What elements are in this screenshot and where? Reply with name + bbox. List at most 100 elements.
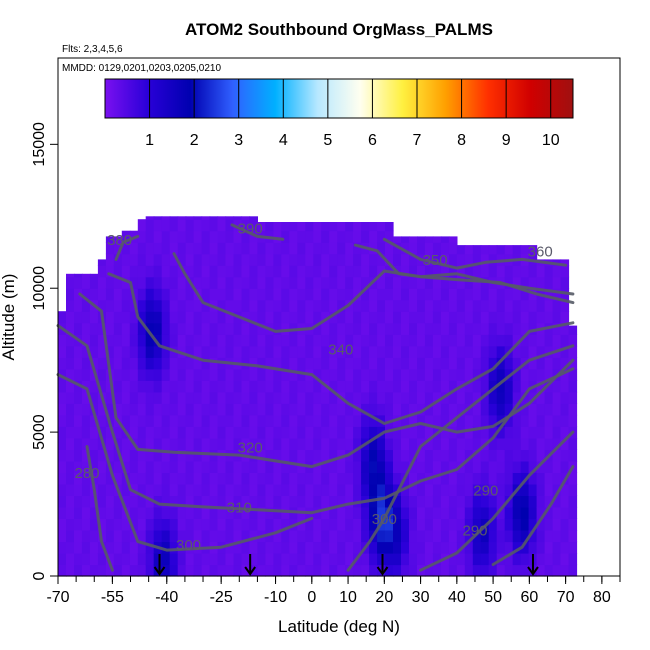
heatmap-cell-1262 <box>385 472 394 485</box>
heatmap-cell-1499 <box>448 518 458 531</box>
heatmap-cell-448 <box>177 449 187 462</box>
heatmap-cell-1243 <box>377 334 386 347</box>
heatmap-cell-288 <box>137 460 147 473</box>
heatmap-cell-1352 <box>409 483 418 496</box>
heatmap-cell-266 <box>129 368 139 381</box>
heatmap-cell-795 <box>265 495 274 508</box>
heatmap-cell-1465 <box>440 564 450 577</box>
heatmap-cell-1073 <box>337 506 346 519</box>
heatmap-cell-1314 <box>393 236 402 243</box>
heatmap-cell-406 <box>169 564 179 577</box>
heatmap-cell-147 <box>97 380 107 393</box>
heatmap-cell-727 <box>249 553 258 566</box>
heatmap-cell-458 <box>177 334 187 347</box>
heatmap-cell-62 <box>74 426 83 439</box>
heatmap-cell-1827 <box>536 426 546 439</box>
heatmap-cell-541 <box>201 483 211 496</box>
heatmap-cell-1079 <box>337 437 346 450</box>
heatmap-cell-198 <box>113 460 123 473</box>
heatmap-cell-1019 <box>321 414 330 427</box>
heatmap-cell-179 <box>105 334 115 347</box>
heatmap-cell-507 <box>193 506 203 519</box>
heatmap-cell-725 <box>241 216 251 220</box>
heatmap-cell-1608 <box>472 276 482 289</box>
heatmap-cell-855 <box>281 518 290 531</box>
heatmap-cell-881 <box>281 222 290 232</box>
heatmap-cell-592 <box>209 265 219 278</box>
heatmap-cell-1229 <box>377 495 386 508</box>
heatmap-cell-1922 <box>560 299 570 312</box>
heatmap-cell-1780 <box>520 299 530 312</box>
heatmap-cell-1418 <box>424 414 434 427</box>
heatmap-cell-1357 <box>409 426 418 439</box>
heatmap-cell-362 <box>153 334 163 347</box>
x-tick-label-1: -55 <box>101 589 124 606</box>
y-axis-label: Altitude (m) <box>0 274 18 361</box>
heatmap-cell-1360 <box>409 391 418 404</box>
heatmap-cell-1401 <box>417 265 426 278</box>
heatmap-cell-1847 <box>544 518 554 531</box>
heatmap-cell-1036 <box>321 222 330 232</box>
heatmap-cell-53 <box>74 530 83 543</box>
heatmap-cell-484 <box>185 403 195 416</box>
heatmap-cell-1202 <box>369 449 378 462</box>
heatmap-cell-626 <box>217 242 227 255</box>
heatmap-cell-805 <box>265 380 274 393</box>
heatmap-cell-47 <box>66 288 75 301</box>
heatmap-cell-567 <box>209 553 219 566</box>
heatmap-cell-970 <box>305 265 314 278</box>
heatmap-cell-1854 <box>544 437 554 450</box>
heatmap-cell-322 <box>145 426 155 439</box>
heatmap-cell-1021 <box>321 391 330 404</box>
contour-label-0: 280 <box>74 465 99 482</box>
heatmap-cell-1340 <box>401 276 410 289</box>
heatmap-cell-506 <box>193 518 203 531</box>
heatmap-cell-1656 <box>488 391 498 404</box>
heatmap-cell-383 <box>161 460 171 473</box>
heatmap-cell-1404 <box>417 236 426 243</box>
heatmap-cell-1798 <box>528 426 538 439</box>
heatmap-cell-582 <box>209 380 219 393</box>
heatmap-cell-778 <box>257 334 266 347</box>
heatmap-cell-777 <box>257 345 266 358</box>
heatmap-cell-1134 <box>353 518 362 531</box>
heatmap-cell-500 <box>185 219 195 232</box>
heatmap-cell-313 <box>145 530 155 543</box>
heatmap-cell-644 <box>225 403 235 416</box>
heatmap-cell-558 <box>201 288 211 301</box>
heatmap-cell-950 <box>305 495 314 508</box>
heatmap-cell-165 <box>105 495 115 508</box>
heatmap-cell-876 <box>281 276 290 289</box>
heatmap-cell-171 <box>105 426 115 439</box>
heatmap-cell-214 <box>113 276 123 289</box>
heatmap-cell-230 <box>121 437 131 450</box>
heatmap-cell-1098 <box>337 222 346 232</box>
heatmap-cell-1249 <box>377 265 386 278</box>
heatmap-cell-3 <box>58 530 67 543</box>
heatmap-cell-871 <box>281 334 290 347</box>
heatmap-cell-1944 <box>568 368 578 381</box>
heatmap-cell-1717 <box>504 357 514 370</box>
heatmap-cell-251 <box>129 541 139 554</box>
heatmap-cell-1840 <box>536 276 546 289</box>
heatmap-cell-677 <box>233 391 243 404</box>
heatmap-cell-1920 <box>560 322 570 335</box>
heatmap-cell-1826 <box>536 437 546 450</box>
heatmap-cell-1879 <box>552 472 562 485</box>
contour-310-5 <box>56 324 575 515</box>
heatmap-cell-1591 <box>472 472 482 485</box>
heatmap-cell-1218 <box>369 265 378 278</box>
heatmap-cell-639 <box>225 460 235 473</box>
heatmap-cell-1085 <box>337 368 346 381</box>
heatmap-cell-13 <box>58 414 67 427</box>
colorbar-tick-4: 5 <box>323 132 332 149</box>
heatmap-cell-119 <box>89 391 99 404</box>
heatmap-cell-1856 <box>544 414 554 427</box>
heatmap-cell-1366 <box>409 322 418 335</box>
heatmap-cell-421 <box>169 391 179 404</box>
heatmap-cell-1674 <box>496 518 506 531</box>
heatmap-cell-1382 <box>417 483 426 496</box>
heatmap-cell-9 <box>58 460 67 473</box>
heatmap-cell-1504 <box>448 460 458 473</box>
heatmap-cell-676 <box>233 403 243 416</box>
